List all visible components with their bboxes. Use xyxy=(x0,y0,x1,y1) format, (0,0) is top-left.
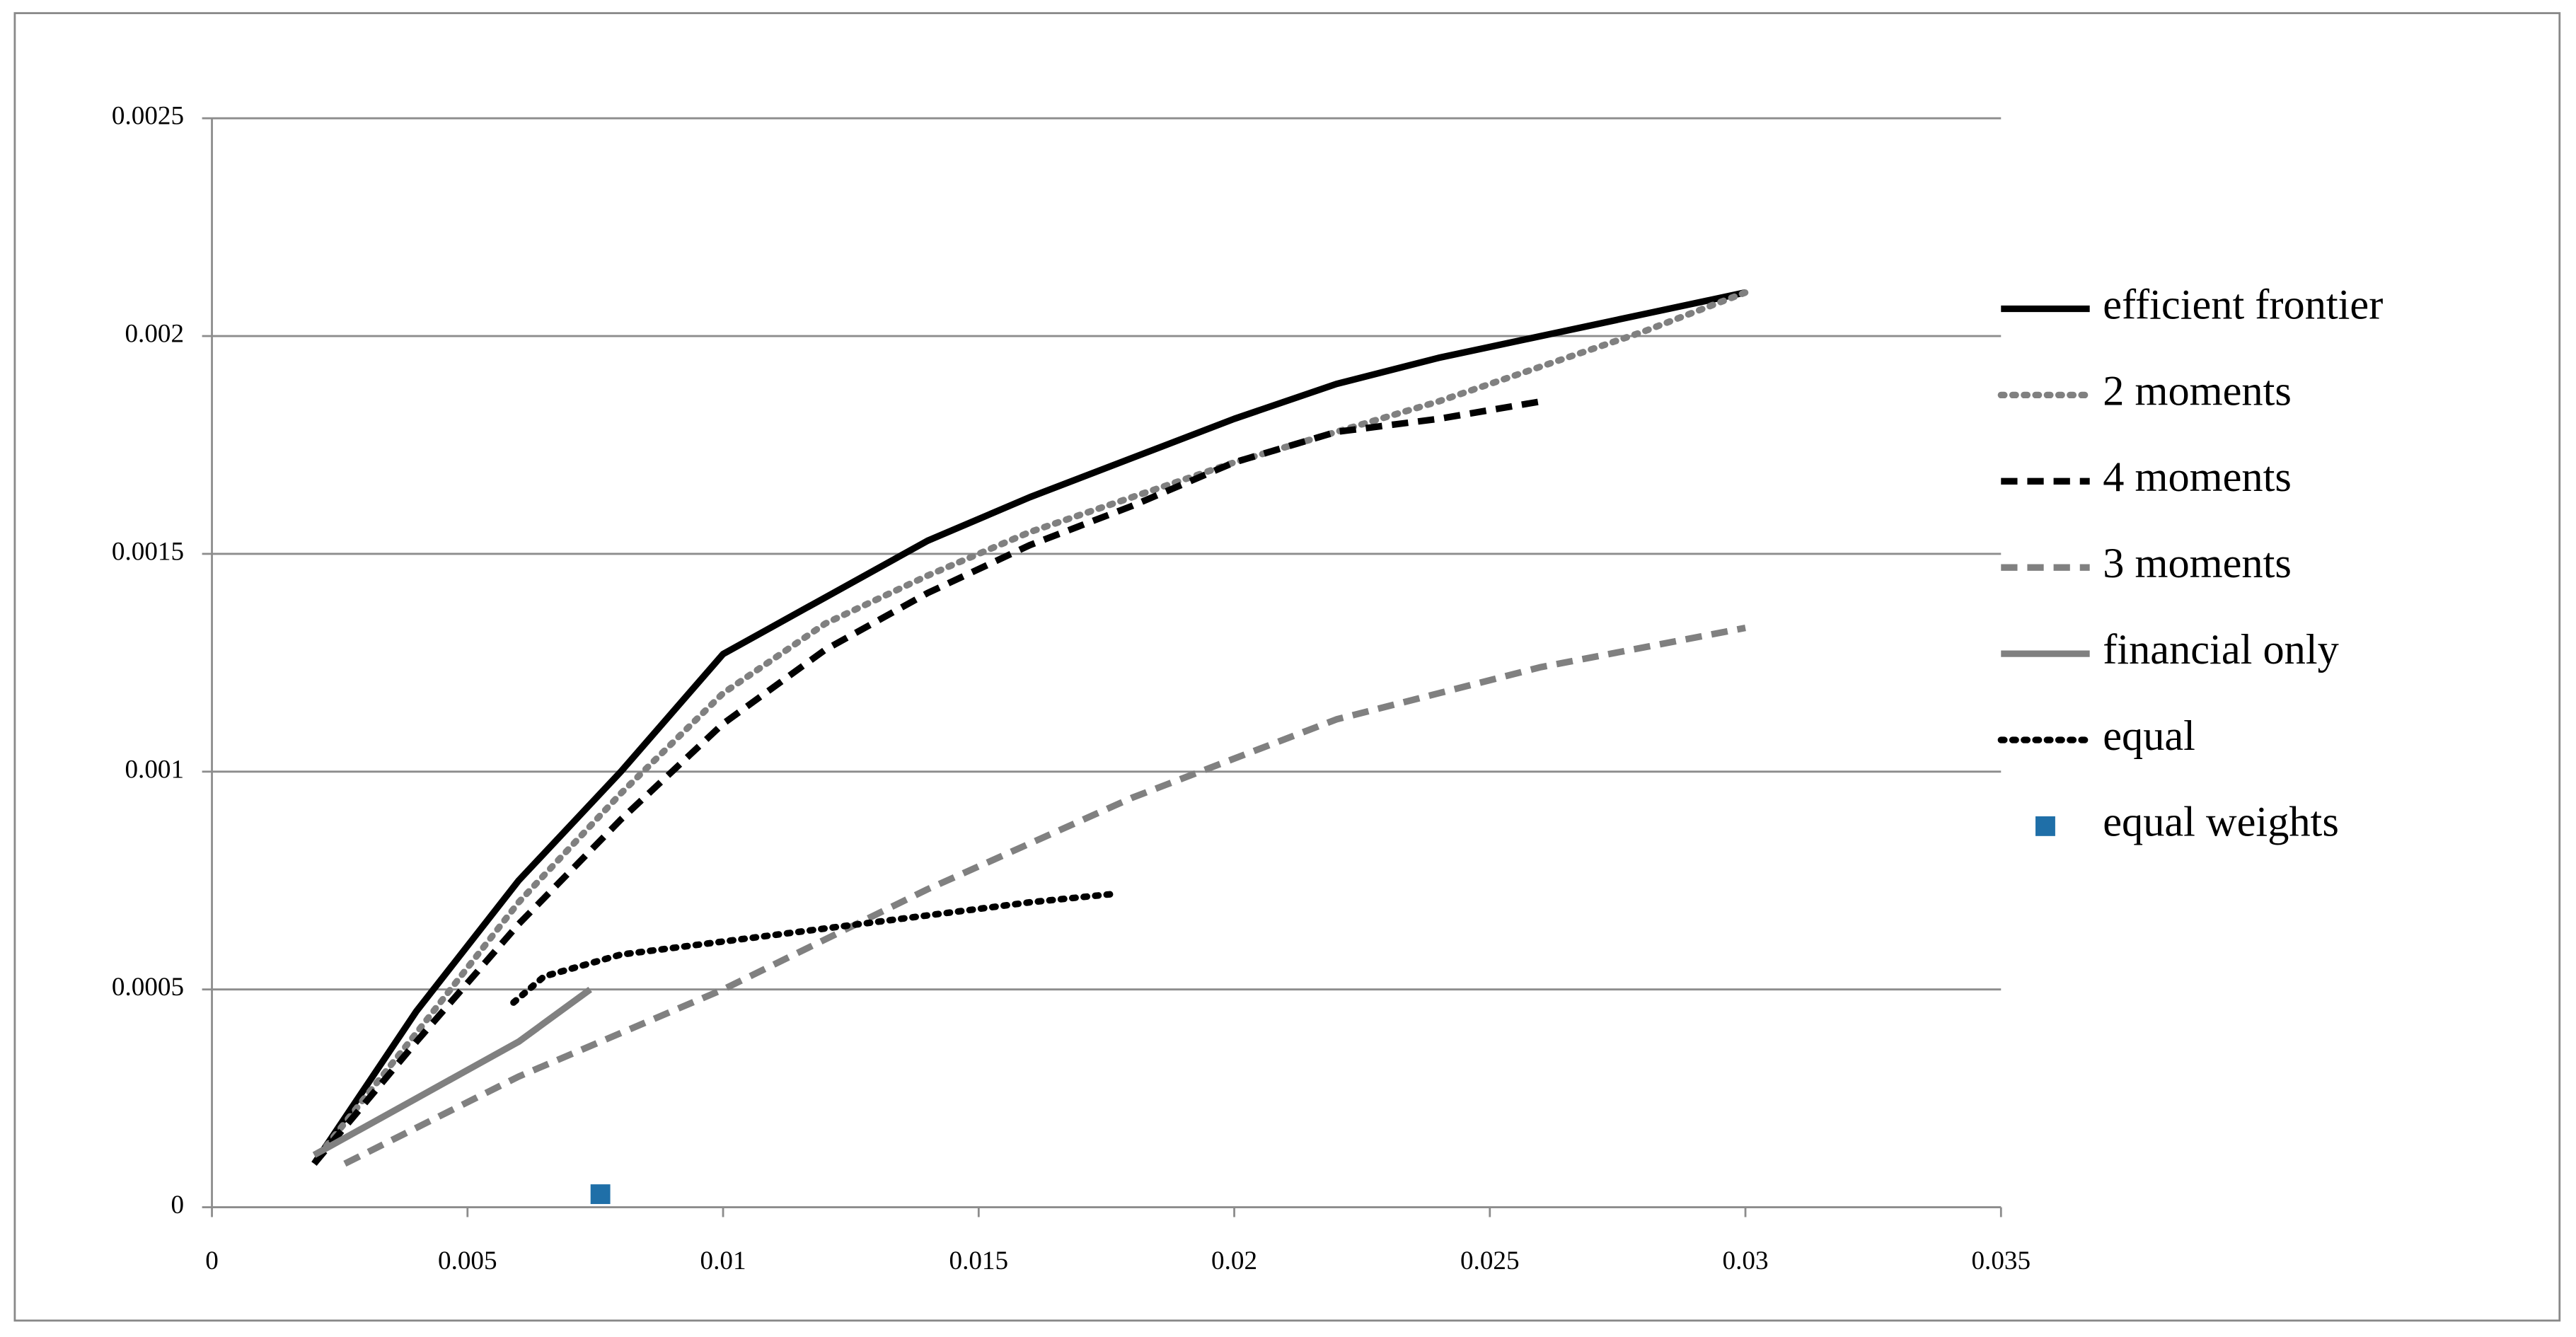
y-tick-label: 0 xyxy=(171,1191,184,1220)
legend-label: efficient frontier xyxy=(2103,281,2383,328)
y-tick-label: 0.001 xyxy=(125,755,184,784)
series-line xyxy=(312,986,592,1158)
x-tick-label: 0.015 xyxy=(949,1246,1008,1275)
y-tick-label: 0.0005 xyxy=(112,973,184,1002)
series-line xyxy=(343,625,1746,1167)
legend-label: 2 moments xyxy=(2103,367,2292,415)
x-tick-label: 0.025 xyxy=(1460,1246,1520,1275)
x-tick-label: 0.03 xyxy=(1723,1246,1769,1275)
data-point xyxy=(590,1184,611,1205)
legend-label: 4 moments xyxy=(2103,453,2292,501)
series-line xyxy=(316,289,1749,1159)
legend-marker xyxy=(2035,816,2055,836)
series-line xyxy=(311,289,1747,1166)
x-tick-label: 0.02 xyxy=(1211,1246,1257,1275)
x-tick-label: 0.01 xyxy=(700,1246,746,1275)
x-tick-label: 0.005 xyxy=(438,1246,497,1275)
legend-label: 3 moments xyxy=(2103,540,2292,587)
legend-label: equal xyxy=(2103,712,2195,760)
series-line xyxy=(311,398,1542,1166)
legend-label: equal weights xyxy=(2103,799,2339,846)
x-tick-label: 0.035 xyxy=(1971,1246,2031,1275)
y-tick-label: 0.002 xyxy=(125,320,184,349)
y-tick-label: 0.0025 xyxy=(112,102,184,131)
series-line xyxy=(510,890,1120,1006)
x-tick-label: 0 xyxy=(205,1246,219,1275)
y-tick-label: 0.0015 xyxy=(112,537,184,566)
legend-label: financial only xyxy=(2103,626,2339,673)
chart-border xyxy=(13,12,2561,1322)
